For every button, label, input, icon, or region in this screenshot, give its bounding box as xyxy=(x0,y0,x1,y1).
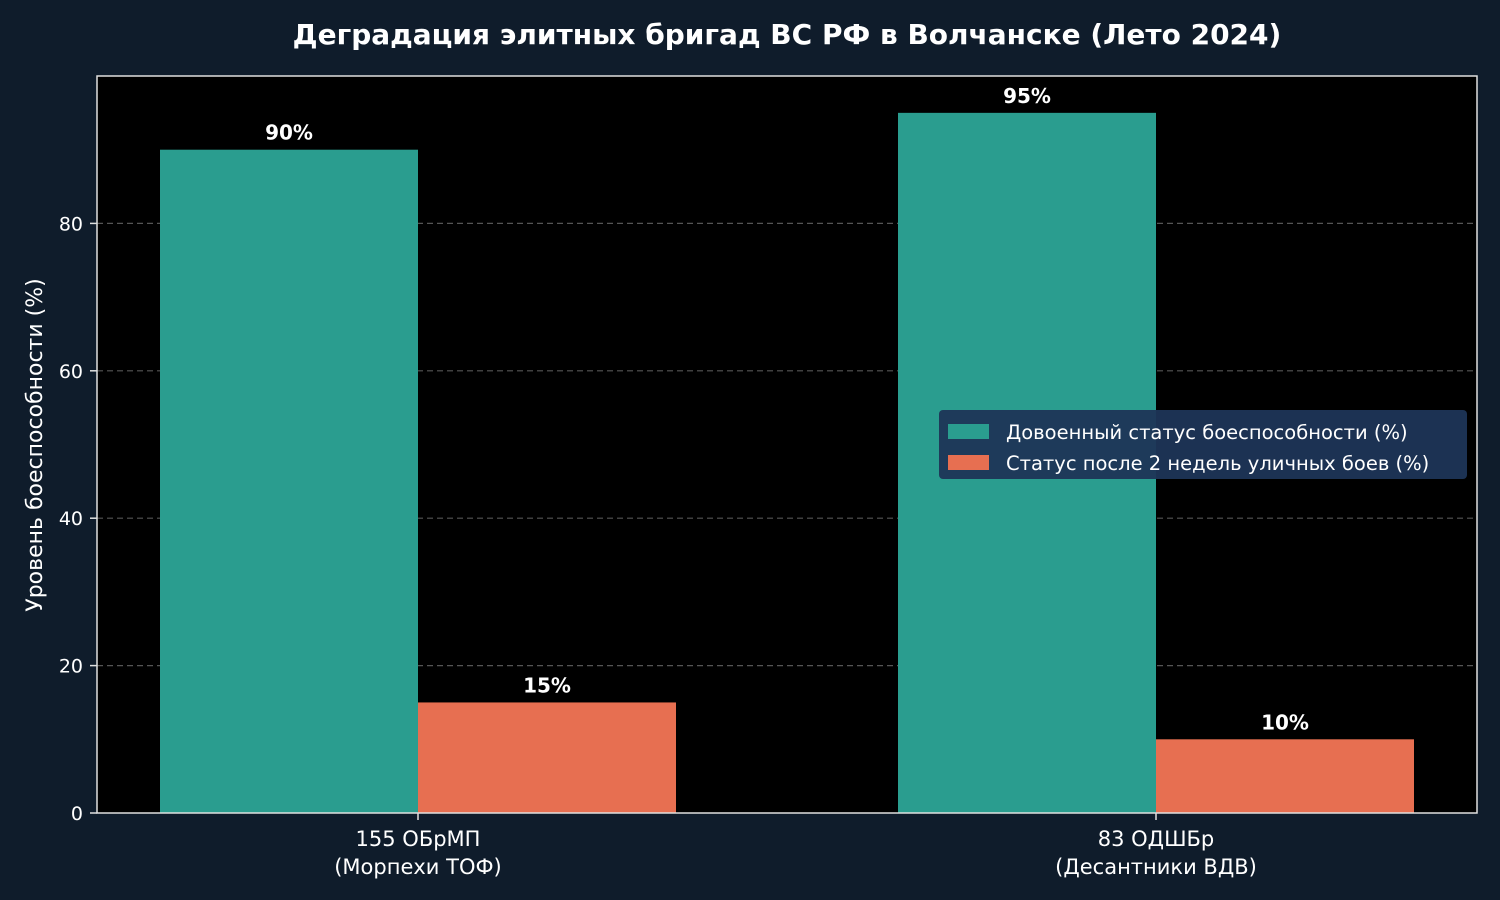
bar-2-1 xyxy=(418,702,676,813)
legend-entry-label: Довоенный статус боеспособности (%) xyxy=(1006,421,1408,444)
legend: Довоенный статус боеспособности (%) Стату… xyxy=(939,410,1467,479)
legend-swatch xyxy=(948,455,989,470)
bar-1-1 xyxy=(160,149,418,813)
y-tick-label: 80 xyxy=(59,213,83,235)
legend-entry-label: Статус после 2 недель уличных боев (%) xyxy=(1006,452,1429,475)
legend-swatch xyxy=(948,424,989,439)
bar-value-label: 10% xyxy=(1261,710,1309,734)
y-axis-label: Уровень боеспособности (%) xyxy=(23,278,48,611)
x-tick-label: 155 ОБрМП xyxy=(356,827,481,851)
y-tick-label: 0 xyxy=(71,803,83,825)
y-tick-label: 60 xyxy=(59,361,83,383)
bar-value-label: 95% xyxy=(1003,84,1051,108)
bar-value-label: 15% xyxy=(523,673,571,697)
axes-frame xyxy=(96,75,1478,814)
x-tick-label: (Морпехи ТОФ) xyxy=(334,855,502,879)
legend-box xyxy=(939,410,1467,479)
bar-2-2 xyxy=(1156,739,1414,813)
bar-value-labels: 90% 95% 15% 10% xyxy=(265,84,1309,734)
y-tick-label: 20 xyxy=(59,656,83,678)
y-tick-label: 40 xyxy=(59,508,83,530)
chart-title: Деградация элитных бригад ВС РФ в Волчан… xyxy=(293,18,1282,51)
axes: 0 20 40 60 80 155 ОБрМП (Морпехи ТОФ) 83 ОДШБр (… xyxy=(59,75,1478,879)
x-tick-label: (Десантники ВДВ) xyxy=(1055,855,1257,879)
x-tick-label: 83 ОДШБр xyxy=(1098,827,1215,851)
bar-value-label: 90% xyxy=(265,121,313,145)
